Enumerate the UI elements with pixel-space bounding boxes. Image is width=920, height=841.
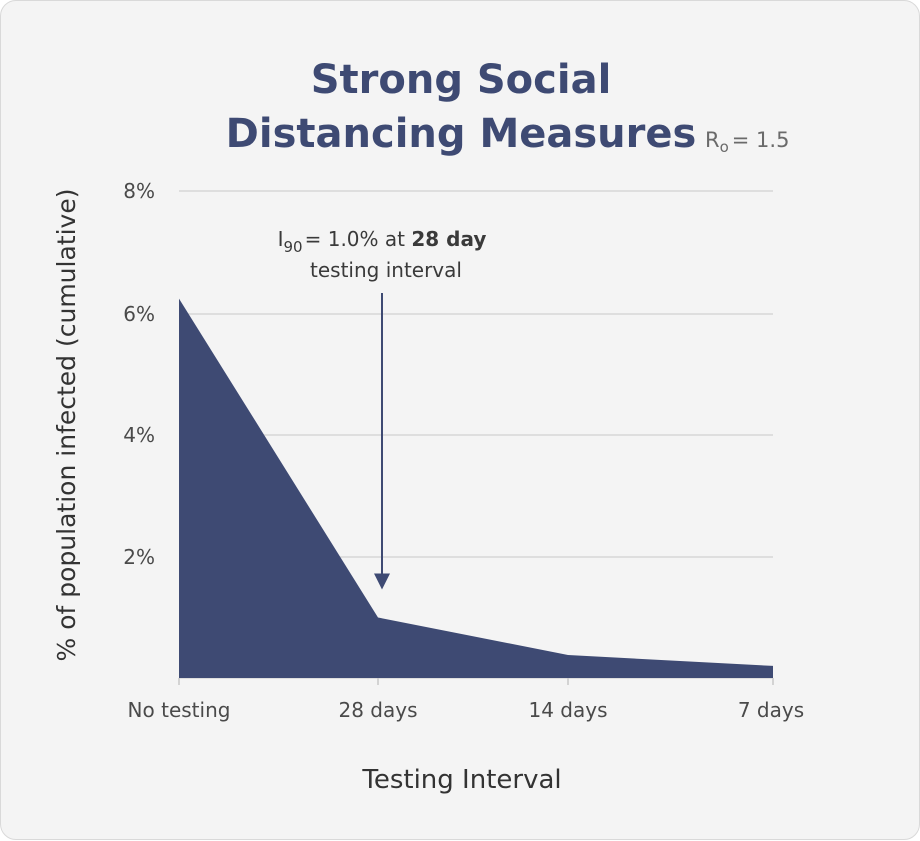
x-axis-title: Testing Interval xyxy=(361,765,561,795)
annotation-value: = 1.0% at xyxy=(305,227,412,251)
annotation-arrow-head xyxy=(374,573,390,590)
y-tick-label: 8% xyxy=(123,179,155,203)
r0-value: = 1.5 xyxy=(732,128,790,152)
chart-title-line1: Strong Social xyxy=(311,57,612,103)
x-tick-label: No testing xyxy=(128,698,231,722)
x-tick-label: 7 days xyxy=(738,698,804,722)
r0-subscript: o xyxy=(720,138,729,156)
annotation-line1: I90 = 1.0% at 28 day xyxy=(278,227,487,256)
infection-area xyxy=(179,298,773,678)
y-tick-label: 6% xyxy=(123,302,155,326)
y-tick-label: 2% xyxy=(123,545,155,569)
x-tick-label: 14 days xyxy=(528,698,607,722)
r0-label: Ro = 1.5 xyxy=(705,128,789,156)
r0-symbol: R xyxy=(705,128,720,152)
chart-title-line2: Distancing Measures xyxy=(226,111,697,157)
annotation-line2: testing interval xyxy=(310,258,462,282)
x-tick-label: 28 days xyxy=(338,698,417,722)
annotation-subscript: 90 xyxy=(284,238,303,256)
y-axis-title: % of population infected (cumulative) xyxy=(52,189,81,662)
y-tick-label: 4% xyxy=(123,423,155,447)
y-axis-ticks: 2% 4% 6% 8% xyxy=(123,179,155,569)
annotation-bold: 28 day xyxy=(411,227,486,251)
x-axis-ticks: No testing 28 days 14 days 7 days xyxy=(128,678,804,722)
annotation-symbol: I xyxy=(278,227,284,251)
